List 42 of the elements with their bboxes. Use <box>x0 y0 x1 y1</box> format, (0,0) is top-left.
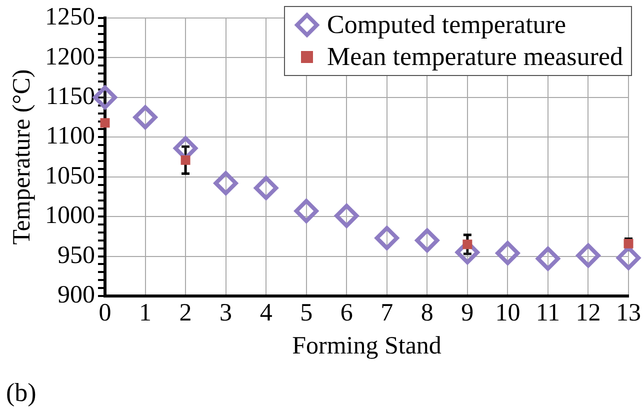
point <box>334 204 359 228</box>
point <box>254 176 278 200</box>
point <box>180 155 190 165</box>
x-tick-label: 4 <box>260 300 273 327</box>
y-tick-label: 1250 <box>45 4 95 31</box>
legend-label: Mean temperature measured <box>327 41 623 73</box>
x-tick-label: 11 <box>536 300 560 327</box>
y-tick-label: 1150 <box>46 82 95 110</box>
x-tick-label: 8 <box>420 300 434 327</box>
x-tick-label: 12 <box>576 300 601 327</box>
x-tick-label: 2 <box>179 300 192 327</box>
point <box>100 118 110 128</box>
x-tick-label: 5 <box>300 300 313 327</box>
legend-label: Computed temperature <box>327 9 566 41</box>
x-tick-label: 9 <box>461 300 474 327</box>
y-axis-title: Temperature (°C) <box>8 69 36 245</box>
point <box>214 171 238 196</box>
point <box>462 240 472 250</box>
point <box>624 238 634 248</box>
x-tick-label: 0 <box>98 300 112 327</box>
point <box>536 246 560 271</box>
y-tick-label: 1100 <box>46 122 95 150</box>
text: (b) <box>6 378 36 408</box>
point <box>374 226 399 250</box>
point <box>576 243 600 268</box>
x-tick-label: 6 <box>340 300 353 327</box>
point <box>415 228 440 252</box>
x-tick-label: 1 <box>139 300 152 327</box>
y-tick-label: 1200 <box>45 43 95 70</box>
x-tick-label: 13 <box>616 300 641 327</box>
point <box>294 199 318 224</box>
x-axis-title: Forming Stand <box>292 332 442 360</box>
x-tick-label: 3 <box>220 300 232 327</box>
y-tick-label: 1050 <box>45 162 95 190</box>
point <box>496 241 520 266</box>
x-tick-label: 10 <box>495 300 520 327</box>
point <box>93 85 117 110</box>
y-tick-label: 1000 <box>45 202 95 230</box>
x-tick-label: 7 <box>380 300 394 327</box>
y-tick-label: 950 <box>58 242 95 269</box>
y-tick-label: 900 <box>58 282 95 309</box>
point <box>133 105 158 130</box>
